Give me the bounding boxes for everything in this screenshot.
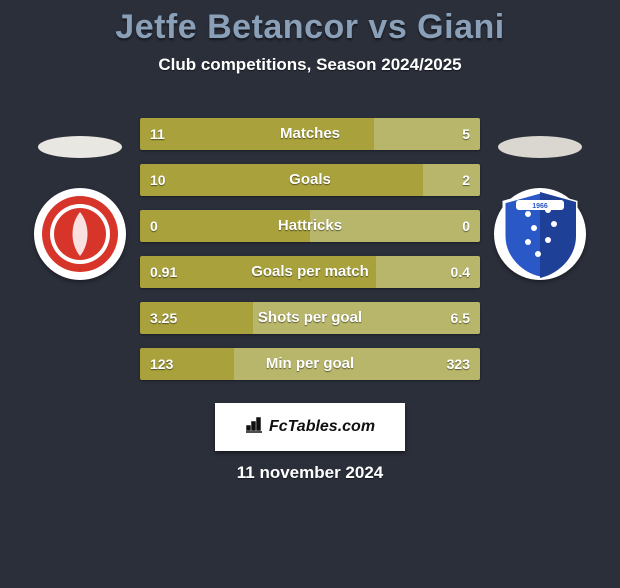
comparison-panel: 115Matches 102Goals 00Hattricks 0.910.4Goal… [0, 118, 620, 380]
source-badge: FcTables.com [215, 403, 405, 451]
left-player-shadow [38, 136, 122, 158]
svg-text:1966: 1966 [532, 203, 548, 210]
stat-label: Goals per match [140, 256, 480, 288]
date-label: 11 november 2024 [0, 463, 620, 483]
chart-icon [245, 416, 263, 439]
source-text: FcTables.com [269, 418, 375, 436]
subtitle: Club competitions, Season 2024/2025 [0, 55, 620, 75]
right-player-shadow [498, 136, 582, 158]
stat-row: 0.910.4Goals per match [140, 256, 480, 288]
stat-row: 3.256.5Shots per goal [140, 302, 480, 334]
stat-row: 123323Min per goal [140, 348, 480, 380]
stat-row: 115Matches [140, 118, 480, 150]
left-player-column [20, 118, 140, 280]
left-team-crest [34, 188, 126, 280]
stat-label: Hattricks [140, 210, 480, 242]
stats-bars: 115Matches 102Goals 00Hattricks 0.910.4Goal… [140, 118, 480, 380]
stat-row: 102Goals [140, 164, 480, 196]
stat-row: 00Hattricks [140, 210, 480, 242]
stat-label: Goals [140, 164, 480, 196]
right-player-column: 1966 [480, 118, 600, 280]
crest-icon [40, 194, 120, 274]
stat-label: Min per goal [140, 348, 480, 380]
stat-label: Shots per goal [140, 302, 480, 334]
crest-icon: 1966 [498, 188, 582, 280]
page-title: Jetfe Betancor vs Giani [0, 8, 620, 47]
right-team-crest: 1966 [494, 188, 586, 280]
stat-label: Matches [140, 118, 480, 150]
